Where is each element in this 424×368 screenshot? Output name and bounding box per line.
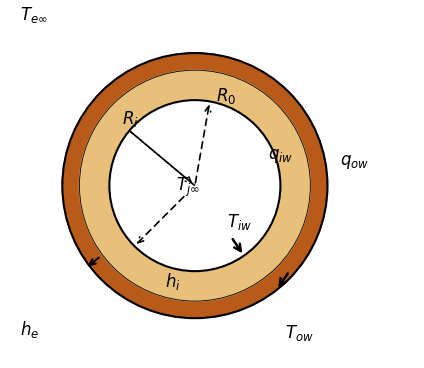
Circle shape bbox=[62, 53, 327, 318]
Text: $T_{iw}$: $T_{iw}$ bbox=[227, 212, 252, 231]
Text: $h_i$: $h_i$ bbox=[165, 271, 181, 292]
Text: $q_{ow}$: $q_{ow}$ bbox=[340, 153, 369, 171]
Text: $R_0$: $R_0$ bbox=[216, 86, 237, 106]
Circle shape bbox=[79, 70, 310, 301]
Text: $T_{e\infty}$: $T_{e\infty}$ bbox=[20, 4, 47, 25]
Text: $T_{ow}$: $T_{ow}$ bbox=[285, 323, 313, 343]
Text: $h_e$: $h_e$ bbox=[20, 319, 39, 340]
Text: $q_{iw}$: $q_{iw}$ bbox=[268, 147, 293, 165]
Text: $T_{j\infty}$: $T_{j\infty}$ bbox=[176, 176, 200, 199]
Circle shape bbox=[109, 100, 280, 271]
Text: $R_i$: $R_i$ bbox=[122, 109, 139, 129]
